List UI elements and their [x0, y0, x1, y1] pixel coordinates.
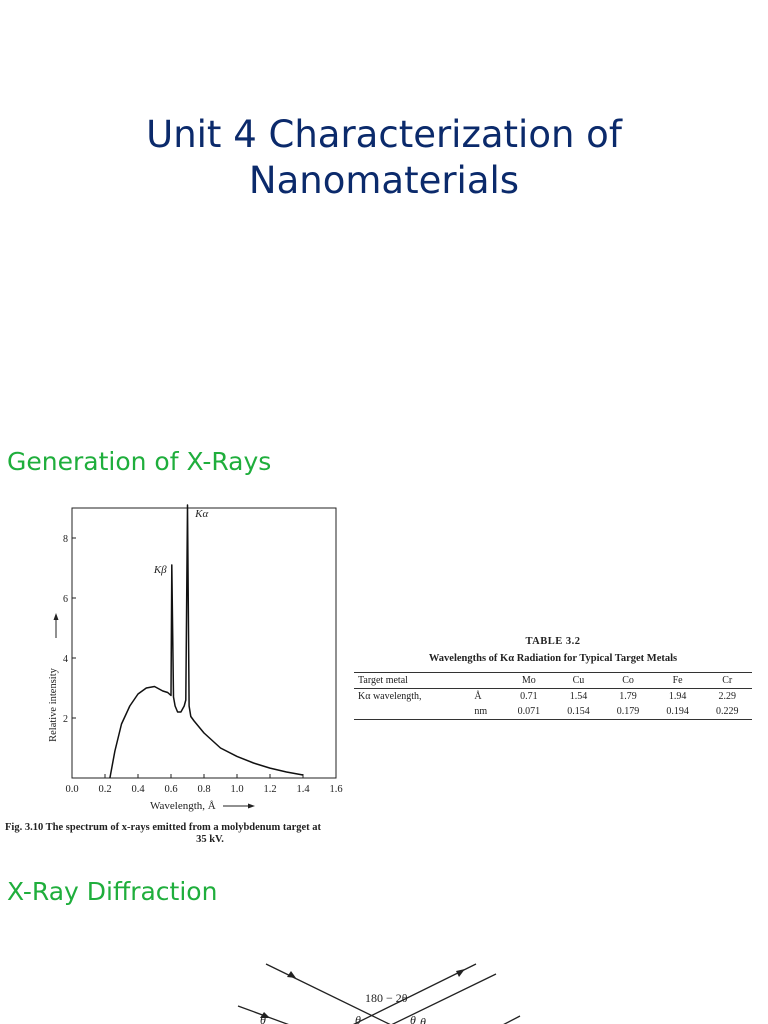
section-heading-xray-generation: Generation of X-Rays	[7, 447, 272, 476]
diffracted-ray-2	[391, 973, 497, 1024]
plot-frame	[71, 507, 337, 779]
diffraction-diagram: 180 − 2θ θ θ θ θ	[237, 963, 521, 1024]
spectrum-series-line	[109, 504, 304, 779]
x-tick-label: 0.2	[98, 784, 111, 795]
ray-arrowhead	[456, 969, 465, 977]
y-tick-label: 8	[63, 534, 68, 545]
table-cell: 1.54	[569, 691, 588, 702]
incident-ray-2	[237, 1005, 289, 1024]
x-tick-label: 0.4	[131, 784, 145, 795]
table-cell: 2.29	[718, 691, 736, 702]
table-title: Wavelengths of Kα Radiation for Typical …	[428, 653, 678, 664]
figure-caption-line-1: Fig. 3.10 The spectrum of x-rays emitted…	[5, 822, 322, 833]
table-header-cell	[470, 673, 504, 689]
table-cell: 0.194	[666, 706, 689, 717]
table-row: nm 0.071 0.154 0.179 0.194 0.229	[354, 704, 752, 720]
table-header-cell: Cr	[722, 675, 733, 686]
diffracted-ray-3	[503, 1015, 521, 1024]
peak-label: Kα	[194, 508, 208, 520]
theta-label: θ	[410, 1013, 416, 1024]
wavelength-table-block: TABLE 3.2 Wavelengths of Kα Radiation fo…	[354, 636, 752, 720]
slide-title: Unit 4 Characterization of Nanomaterials	[0, 112, 768, 204]
x-tick-label: 1.2	[263, 784, 276, 795]
table-cell: 0.179	[616, 706, 640, 717]
figure-caption-line-2: 35 kV.	[196, 834, 224, 845]
title-line-1: Unit 4 Characterization of	[146, 113, 622, 156]
table-row: Kα wavelength, Å 0.71 1.54 1.79 1.94 2.2…	[354, 689, 752, 705]
section-heading-xray-diffraction: X-Ray Diffraction	[7, 877, 218, 906]
table-header-cell: Mo	[521, 675, 536, 686]
table-cell: nm	[474, 706, 488, 717]
table-header-cell: Co	[622, 675, 634, 686]
y-tick-label: 4	[63, 654, 68, 665]
table-header-cell: Target metal	[358, 675, 408, 686]
theta-label: θ	[260, 1013, 266, 1024]
table-cell: Å	[474, 691, 482, 702]
x-tick-label: 1.6	[329, 784, 342, 795]
x-axis-arrowhead	[248, 803, 255, 809]
table-cell: 0.71	[520, 691, 538, 702]
table-cell: 1.94	[668, 691, 687, 702]
table-header-row: Target metal Mo Cu Co Fe Cr	[354, 672, 752, 689]
table-cell: 1.79	[619, 691, 637, 702]
y-axis-arrowhead	[53, 613, 59, 620]
table-number: TABLE 3.2	[525, 636, 581, 647]
ray-arrowhead	[287, 971, 296, 978]
y-tick-label: 2	[63, 714, 68, 725]
x-tick-label: 0.8	[197, 784, 210, 795]
table-header-cell: Cu	[572, 675, 585, 686]
table-cell: 0.229	[715, 706, 739, 717]
table-cell	[354, 704, 470, 720]
x-tick-label: 1.4	[296, 784, 310, 795]
x-axis-label: Wavelength, Å	[150, 800, 216, 812]
peak-label: Kβ	[153, 564, 167, 576]
x-tick-label: 0.6	[164, 784, 177, 795]
wavelength-table: Target metal Mo Cu Co Fe Cr Kα wavelengt…	[354, 672, 752, 720]
ray-arrowhead	[260, 1012, 270, 1018]
table-cell: 0.071	[517, 706, 541, 717]
xray-spectrum-chart: 2 4 6 8 0.0 0.2 0.4 0.6 0.8 1.0 1.2 1.4 1.6 Relativ…	[48, 504, 343, 812]
table-cell: 0.154	[567, 706, 590, 717]
diffracted-ray-1	[352, 963, 477, 1024]
y-tick-label: 6	[63, 594, 68, 605]
table-cell: Kα wavelength,	[358, 691, 422, 702]
theta-label: θ	[355, 1013, 361, 1024]
x-tick-label: 1.0	[230, 784, 243, 795]
figure-caption: Fig. 3.10 The spectrum of x-rays emitted…	[5, 822, 395, 846]
theta-label: θ	[420, 1015, 426, 1024]
y-axis-label: Relative intensity	[48, 667, 59, 742]
x-tick-label: 0.0	[65, 784, 78, 795]
title-line-2: Nanomaterials	[248, 159, 520, 202]
angle-label: 180 − 2θ	[365, 991, 408, 1005]
table-header-cell: Fe	[672, 675, 683, 686]
